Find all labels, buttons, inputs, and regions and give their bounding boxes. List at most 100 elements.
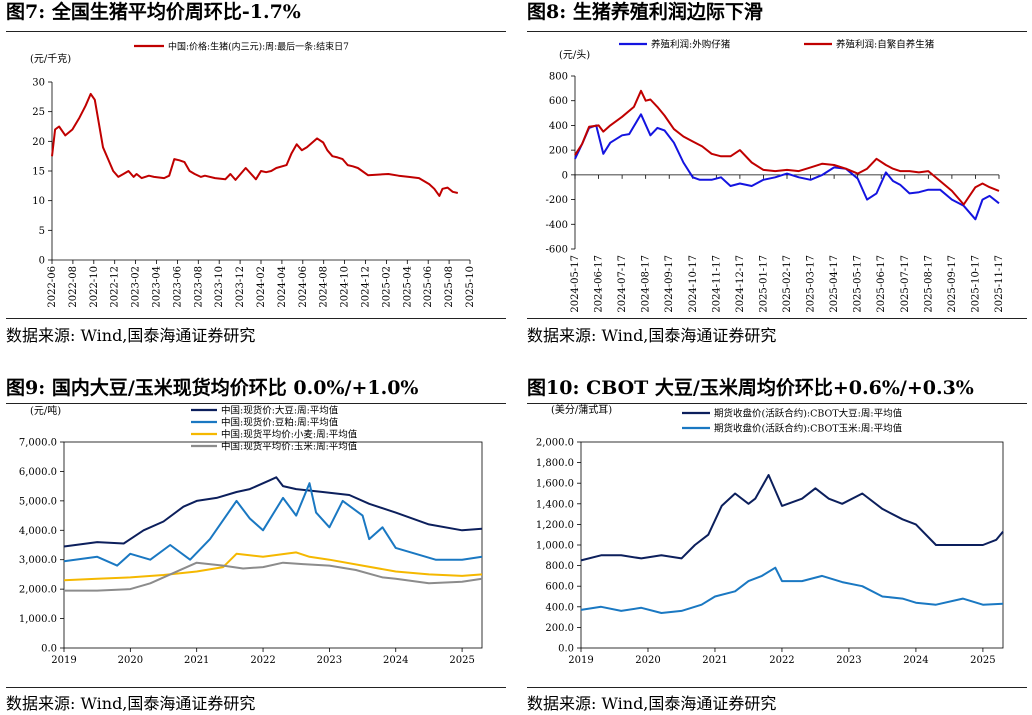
x-tick-label: 2022 bbox=[769, 655, 794, 666]
x-tick-label: 2024-08-17 bbox=[641, 255, 652, 313]
series-line-0 bbox=[574, 113, 1000, 221]
panel-cbot-soy-corn: 图10: CBOT 大豆/玉米周均价环比+0.6%/+0.3% (美分/蒲式耳)… bbox=[527, 376, 1027, 715]
x-tick-label: 2025-11-17 bbox=[994, 255, 1005, 313]
y-tick-label: 30 bbox=[32, 78, 45, 89]
pig-price-chart: (元/千克) 0 5 10 15 20 25 30 2022-06 2022-08 2022-10 2… bbox=[30, 41, 476, 308]
series-line-2 bbox=[63, 551, 483, 582]
x-tick-label: 2022-10 bbox=[89, 266, 100, 308]
source-rule bbox=[527, 318, 1027, 319]
y-tick-label: 3,000.0 bbox=[19, 555, 57, 566]
y-tick-label: 1,800.0 bbox=[536, 458, 574, 469]
figure-title: 图10: CBOT 大豆/玉米周均价环比+0.6%/+0.3% bbox=[527, 377, 974, 399]
series-line-1 bbox=[63, 482, 483, 567]
source-note: 数据来源: Wind,国泰海通证券研究 bbox=[527, 694, 777, 713]
x-tick-label: 2024-02 bbox=[256, 266, 267, 308]
x-tick-label: 2021 bbox=[702, 655, 727, 666]
y-tick-label: 5 bbox=[39, 226, 45, 237]
legend-label: 中国:现货价:豆粕:周:平均值 bbox=[221, 417, 339, 429]
x-tick-label: 2022-08 bbox=[68, 266, 79, 308]
x-tick-label: 2024-10 bbox=[340, 266, 351, 308]
series-line-1 bbox=[574, 89, 1000, 206]
series-line-0 bbox=[63, 476, 483, 548]
y-tick-label: 800 bbox=[549, 72, 568, 83]
x-tick-label: 2019 bbox=[568, 655, 593, 666]
x-tick-label: 2022 bbox=[250, 655, 275, 666]
y-tick-label: 1,400.0 bbox=[536, 499, 574, 510]
x-tick-label: 2025-04 bbox=[402, 266, 413, 308]
series-line-1 bbox=[580, 566, 1004, 614]
x-tick-label: 2020 bbox=[118, 655, 143, 666]
source-rule bbox=[6, 687, 506, 688]
figure-title: 图8: 生猪养殖利润边际下滑 bbox=[527, 1, 763, 23]
y-tick-label: 5,000.0 bbox=[19, 496, 57, 507]
title-rule bbox=[527, 403, 1027, 404]
panel-domestic-soy-corn: 图9: 国内大豆/玉米现货均价环比 0.0%/+1.0% (元/吨) 0.0 1,0… bbox=[6, 376, 506, 715]
cbot-price-chart: (美分/蒲式耳) 0.0 200.0 400.0 600.0 800.0 1,000.0 1,… bbox=[536, 403, 1004, 666]
panel-pig-price: 图7: 全国生猪平均价周环比-1.7% (元/千克) 0 5 10 15 20 25 30 20… bbox=[6, 0, 506, 350]
x-tick-label: 2023 bbox=[836, 655, 861, 666]
x-tick-label: 2025-10 bbox=[465, 266, 476, 308]
y-tick-label: 25 bbox=[32, 107, 45, 118]
x-tick-label: 2022-12 bbox=[110, 266, 121, 308]
x-tick-label: 2024-06-17 bbox=[594, 255, 605, 313]
x-tick-label: 2023-06 bbox=[172, 266, 183, 308]
x-tick-label: 2024-11-17 bbox=[711, 255, 722, 313]
figure-title: 图7: 全国生猪平均价周环比-1.7% bbox=[6, 1, 301, 23]
x-tick-label: 2025-03-17 bbox=[806, 255, 817, 313]
x-tick-label: 2025 bbox=[970, 655, 995, 666]
x-tick-label: 2020 bbox=[635, 655, 660, 666]
x-tick-label: 2025-08-17 bbox=[923, 255, 934, 313]
x-tick-label: 2025-08 bbox=[444, 266, 455, 308]
unit-label: (元/吨) bbox=[30, 404, 61, 417]
y-tick-label: 20 bbox=[32, 137, 45, 148]
x-tick-label: 2025-01-17 bbox=[758, 255, 769, 313]
x-tick-label: 2024 bbox=[383, 655, 408, 666]
x-tick-label: 2024-05-17 bbox=[570, 255, 581, 313]
x-tick-label: 2023-08 bbox=[193, 266, 204, 308]
domestic-price-chart: (元/吨) 0.0 1,000.0 2,000.0 3,000.0 4,000.0 5,00… bbox=[19, 404, 483, 666]
x-tick-label: 2024-12 bbox=[361, 266, 372, 308]
legend-label: 养殖利润:自繁自养生猪 bbox=[836, 39, 935, 51]
y-tick-label: 200.0 bbox=[545, 623, 574, 634]
x-tick-label: 2025-06 bbox=[423, 266, 434, 308]
x-tick-label: 2022-06 bbox=[47, 266, 58, 308]
source-note: 数据来源: Wind,国泰海通证券研究 bbox=[6, 694, 256, 713]
unit-label: (元/千克) bbox=[30, 53, 71, 65]
y-tick-label: 1,000.0 bbox=[19, 614, 57, 625]
y-tick-label: 1,600.0 bbox=[536, 479, 574, 490]
legend-label: 中国:价格:生猪(内三元):周:最后一条:结束日7 bbox=[168, 41, 349, 53]
x-tick-label: 2025-10-17 bbox=[970, 255, 981, 313]
y-tick-label: -400 bbox=[546, 220, 568, 231]
y-tick-label: 0 bbox=[39, 256, 45, 267]
x-tick-label: 2023-10 bbox=[214, 266, 225, 308]
legend-label: 期货收盘价(活跃合约):CBOT大豆:周:平均值 bbox=[714, 408, 903, 420]
x-tick-label: 2025-05-17 bbox=[853, 255, 864, 313]
x-tick-label: 2023 bbox=[317, 655, 342, 666]
x-tick-label: 2024-07-17 bbox=[617, 255, 628, 313]
x-tick-label: 2024-09-17 bbox=[664, 255, 675, 313]
x-tick-label: 2024-06 bbox=[298, 266, 309, 308]
legend-label: 中国:现货价:大豆:周:平均值 bbox=[221, 405, 339, 417]
source-note: 数据来源: Wind,国泰海通证券研究 bbox=[527, 326, 777, 345]
x-tick-label: 2025-02-17 bbox=[782, 255, 793, 313]
legend-label: 养殖利润:外购仔猪 bbox=[651, 39, 731, 51]
figure-title: 图9: 国内大豆/玉米现货均价环比 0.0%/+1.0% bbox=[6, 377, 419, 399]
y-tick-label: 400.0 bbox=[545, 602, 574, 613]
y-tick-label: 2,000.0 bbox=[19, 585, 57, 596]
x-tick-label: 2025-02 bbox=[381, 266, 392, 308]
y-tick-label: 0.0 bbox=[41, 644, 57, 655]
y-tick-label: 10 bbox=[32, 196, 45, 207]
title-rule bbox=[6, 403, 506, 404]
x-tick-label: 2025-04-17 bbox=[829, 255, 840, 313]
x-tick-label: 2025-07-17 bbox=[900, 255, 911, 313]
x-tick-label: 2023-04 bbox=[152, 266, 163, 308]
y-tick-label: -600 bbox=[546, 245, 568, 256]
unit-label: (元/头) bbox=[559, 49, 590, 61]
x-tick-label: 2024 bbox=[903, 655, 928, 666]
x-tick-label: 2023-12 bbox=[235, 266, 246, 308]
source-rule bbox=[6, 318, 506, 319]
x-tick-label: 2024-12-17 bbox=[735, 255, 746, 313]
y-tick-label: 6,000.0 bbox=[19, 467, 57, 478]
plot-frame bbox=[63, 441, 483, 649]
x-tick-label: 2021 bbox=[184, 655, 209, 666]
